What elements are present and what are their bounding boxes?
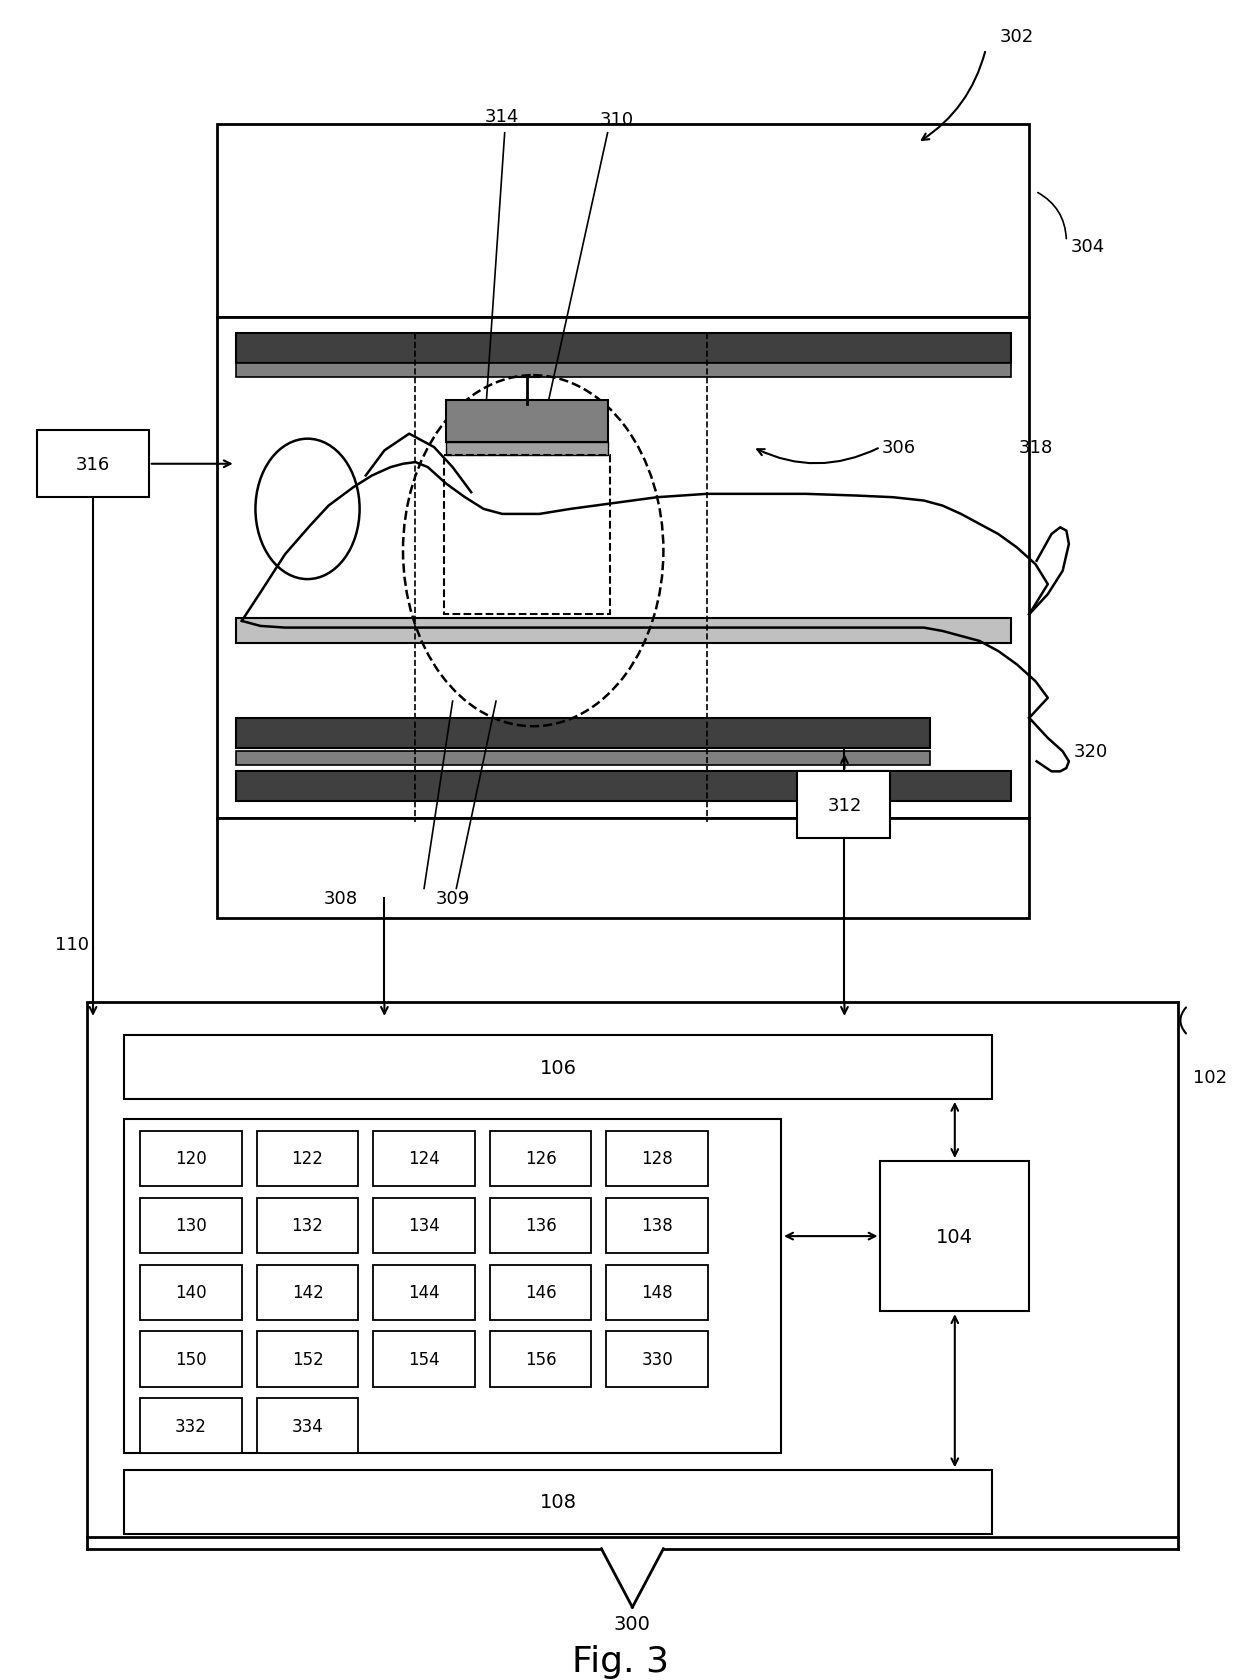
Bar bbox=[606, 1131, 708, 1186]
Text: 128: 128 bbox=[641, 1149, 673, 1168]
Text: 302: 302 bbox=[999, 29, 1034, 45]
Text: 156: 156 bbox=[525, 1351, 557, 1368]
Bar bbox=[236, 753, 930, 764]
Text: 120: 120 bbox=[175, 1149, 207, 1168]
Text: 316: 316 bbox=[76, 455, 110, 474]
Bar bbox=[373, 1332, 475, 1386]
Text: 330: 330 bbox=[641, 1351, 673, 1368]
Bar bbox=[124, 1470, 992, 1534]
Bar bbox=[140, 1131, 242, 1186]
Bar bbox=[124, 1037, 992, 1099]
Text: 309: 309 bbox=[435, 890, 470, 907]
Bar bbox=[217, 318, 1029, 818]
Text: 124: 124 bbox=[408, 1149, 440, 1168]
Text: 334: 334 bbox=[291, 1416, 324, 1435]
Bar bbox=[236, 334, 1011, 365]
Text: 308: 308 bbox=[324, 890, 358, 907]
Bar bbox=[490, 1265, 591, 1320]
Bar bbox=[257, 1332, 358, 1386]
Bar bbox=[217, 818, 1029, 919]
Bar bbox=[606, 1265, 708, 1320]
Bar bbox=[140, 1332, 242, 1386]
Bar bbox=[490, 1131, 591, 1186]
Text: 108: 108 bbox=[539, 1492, 577, 1512]
Bar bbox=[606, 1332, 708, 1386]
Bar bbox=[490, 1198, 591, 1253]
Bar bbox=[140, 1198, 242, 1253]
Text: 134: 134 bbox=[408, 1216, 440, 1235]
Text: 130: 130 bbox=[175, 1216, 207, 1235]
Text: Fig. 3: Fig. 3 bbox=[572, 1643, 668, 1678]
Text: 304: 304 bbox=[1070, 239, 1105, 257]
Text: 152: 152 bbox=[291, 1351, 324, 1368]
Bar bbox=[446, 402, 608, 444]
Bar bbox=[446, 444, 608, 457]
Bar bbox=[257, 1398, 358, 1453]
Bar bbox=[257, 1131, 358, 1186]
Bar bbox=[37, 432, 149, 497]
Bar bbox=[87, 1003, 1178, 1537]
Text: 314: 314 bbox=[485, 108, 520, 126]
Text: 140: 140 bbox=[175, 1284, 207, 1302]
Text: 144: 144 bbox=[408, 1284, 440, 1302]
Text: 310: 310 bbox=[599, 111, 634, 129]
Text: 306: 306 bbox=[882, 438, 916, 457]
Text: 104: 104 bbox=[936, 1226, 973, 1247]
Text: 320: 320 bbox=[1074, 743, 1109, 761]
Bar bbox=[373, 1265, 475, 1320]
Bar bbox=[140, 1265, 242, 1320]
Text: 148: 148 bbox=[641, 1284, 673, 1302]
Text: 138: 138 bbox=[641, 1216, 673, 1235]
Text: 136: 136 bbox=[525, 1216, 557, 1235]
Bar bbox=[490, 1332, 591, 1386]
Text: 126: 126 bbox=[525, 1149, 557, 1168]
Bar bbox=[236, 719, 930, 749]
Bar bbox=[373, 1198, 475, 1253]
Text: 154: 154 bbox=[408, 1351, 440, 1368]
Text: 332: 332 bbox=[175, 1416, 207, 1435]
Bar bbox=[797, 771, 890, 838]
Text: 122: 122 bbox=[291, 1149, 324, 1168]
Text: 146: 146 bbox=[525, 1284, 557, 1302]
Text: 150: 150 bbox=[175, 1351, 207, 1368]
Text: 142: 142 bbox=[291, 1284, 324, 1302]
Bar bbox=[124, 1119, 781, 1453]
Bar bbox=[217, 126, 1029, 318]
Bar bbox=[236, 771, 1011, 801]
Text: 110: 110 bbox=[55, 936, 89, 953]
Text: 102: 102 bbox=[1193, 1068, 1228, 1087]
Bar bbox=[880, 1161, 1029, 1312]
Bar bbox=[257, 1198, 358, 1253]
Bar bbox=[373, 1131, 475, 1186]
Text: 318: 318 bbox=[1018, 438, 1053, 457]
Text: 312: 312 bbox=[827, 796, 862, 815]
Bar bbox=[236, 365, 1011, 378]
Text: 106: 106 bbox=[539, 1058, 577, 1077]
Bar bbox=[606, 1198, 708, 1253]
Bar bbox=[140, 1398, 242, 1453]
Bar bbox=[236, 618, 1011, 643]
Bar bbox=[257, 1265, 358, 1320]
Text: 300: 300 bbox=[614, 1614, 651, 1633]
Bar bbox=[444, 457, 610, 615]
Text: 132: 132 bbox=[291, 1216, 324, 1235]
